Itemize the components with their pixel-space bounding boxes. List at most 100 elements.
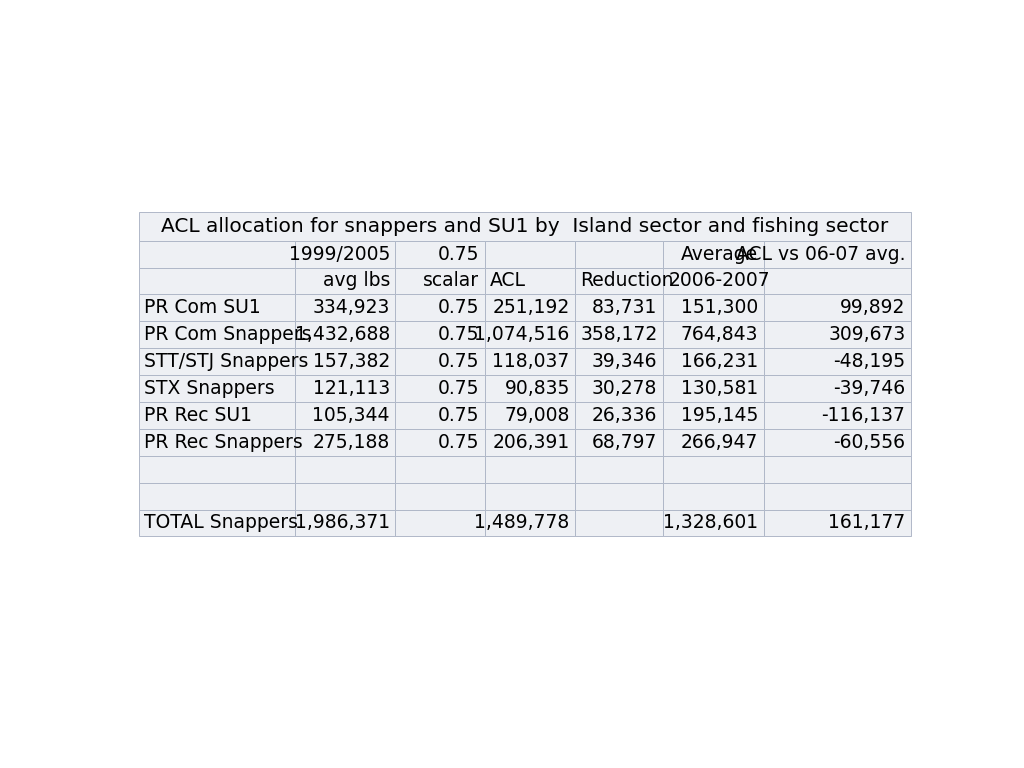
Bar — [295, 429, 395, 455]
Bar — [663, 321, 764, 348]
Bar — [295, 348, 395, 375]
Bar — [395, 241, 484, 268]
Bar — [395, 402, 484, 429]
Bar — [139, 294, 295, 321]
Text: 2006-2007: 2006-2007 — [669, 271, 770, 290]
Text: 0.75: 0.75 — [437, 406, 479, 425]
Text: PR Rec Snappers: PR Rec Snappers — [144, 432, 303, 452]
Text: 195,145: 195,145 — [681, 406, 758, 425]
Text: 0.75: 0.75 — [437, 379, 479, 398]
Bar — [139, 455, 295, 482]
Bar — [395, 294, 484, 321]
Text: TOTAL Snappers: TOTAL Snappers — [144, 514, 298, 532]
Text: PR Com SU1: PR Com SU1 — [144, 298, 261, 317]
Text: 1,986,371: 1,986,371 — [295, 514, 390, 532]
Bar — [663, 402, 764, 429]
Bar — [764, 509, 910, 537]
Bar — [484, 482, 575, 509]
Text: 1,432,688: 1,432,688 — [295, 325, 390, 344]
Text: ACL vs 06-07 avg.: ACL vs 06-07 avg. — [736, 245, 905, 263]
Bar — [575, 455, 663, 482]
Bar — [395, 509, 484, 537]
Text: 266,947: 266,947 — [681, 432, 758, 452]
Bar — [295, 375, 395, 402]
Text: scalar: scalar — [423, 271, 479, 290]
Text: -39,746: -39,746 — [834, 379, 905, 398]
Text: 764,843: 764,843 — [681, 325, 758, 344]
Text: 166,231: 166,231 — [681, 352, 758, 371]
Bar — [575, 294, 663, 321]
Bar — [395, 429, 484, 455]
Text: 130,581: 130,581 — [681, 379, 758, 398]
Bar — [395, 375, 484, 402]
Text: 358,172: 358,172 — [580, 325, 657, 344]
Bar — [484, 241, 575, 268]
Bar — [139, 321, 295, 348]
Bar — [764, 321, 910, 348]
Text: STX Snappers: STX Snappers — [144, 379, 274, 398]
Bar — [295, 482, 395, 509]
Bar — [663, 348, 764, 375]
Text: 1,328,601: 1,328,601 — [663, 514, 758, 532]
Bar — [764, 482, 910, 509]
Text: 251,192: 251,192 — [493, 298, 569, 317]
Text: 39,346: 39,346 — [592, 352, 657, 371]
Bar — [575, 348, 663, 375]
Bar — [484, 402, 575, 429]
Text: 1999/2005: 1999/2005 — [289, 245, 390, 263]
Bar — [575, 402, 663, 429]
Bar — [139, 509, 295, 537]
Bar — [295, 455, 395, 482]
Text: 0.75: 0.75 — [437, 245, 479, 263]
Bar — [663, 455, 764, 482]
Text: 161,177: 161,177 — [828, 514, 905, 532]
Text: 68,797: 68,797 — [592, 432, 657, 452]
Text: 99,892: 99,892 — [840, 298, 905, 317]
Bar — [295, 402, 395, 429]
Bar — [484, 268, 575, 294]
Bar — [764, 429, 910, 455]
Bar — [395, 482, 484, 509]
Text: 83,731: 83,731 — [592, 298, 657, 317]
Bar — [139, 482, 295, 509]
Text: -116,137: -116,137 — [821, 406, 905, 425]
Bar — [575, 509, 663, 537]
Text: 157,382: 157,382 — [312, 352, 390, 371]
Text: -48,195: -48,195 — [834, 352, 905, 371]
Bar — [139, 375, 295, 402]
Bar — [139, 211, 910, 241]
Text: STT/STJ Snappers: STT/STJ Snappers — [144, 352, 308, 371]
Text: 1,074,516: 1,074,516 — [474, 325, 569, 344]
Bar — [139, 241, 295, 268]
Text: ACL allocation for snappers and SU1 by  Island sector and fishing sector: ACL allocation for snappers and SU1 by I… — [161, 217, 889, 236]
Bar — [663, 509, 764, 537]
Text: 0.75: 0.75 — [437, 432, 479, 452]
Bar — [484, 348, 575, 375]
Text: PR Com Snappers: PR Com Snappers — [144, 325, 311, 344]
Text: 275,188: 275,188 — [312, 432, 390, 452]
Bar — [484, 455, 575, 482]
Bar — [764, 375, 910, 402]
Bar — [484, 294, 575, 321]
Bar — [575, 268, 663, 294]
Text: 30,278: 30,278 — [592, 379, 657, 398]
Text: Reduction: Reduction — [581, 271, 674, 290]
Bar — [395, 348, 484, 375]
Bar — [764, 241, 910, 268]
Bar — [139, 268, 295, 294]
Text: 105,344: 105,344 — [312, 406, 390, 425]
Text: 1,489,778: 1,489,778 — [474, 514, 569, 532]
Text: 26,336: 26,336 — [592, 406, 657, 425]
Text: 0.75: 0.75 — [437, 352, 479, 371]
Bar — [295, 268, 395, 294]
Bar — [575, 375, 663, 402]
Text: 151,300: 151,300 — [681, 298, 758, 317]
Bar — [663, 268, 764, 294]
Text: 118,037: 118,037 — [493, 352, 569, 371]
Text: 90,835: 90,835 — [505, 379, 569, 398]
Text: 334,923: 334,923 — [312, 298, 390, 317]
Bar — [764, 294, 910, 321]
Text: 121,113: 121,113 — [312, 379, 390, 398]
Bar — [484, 375, 575, 402]
Bar — [764, 455, 910, 482]
